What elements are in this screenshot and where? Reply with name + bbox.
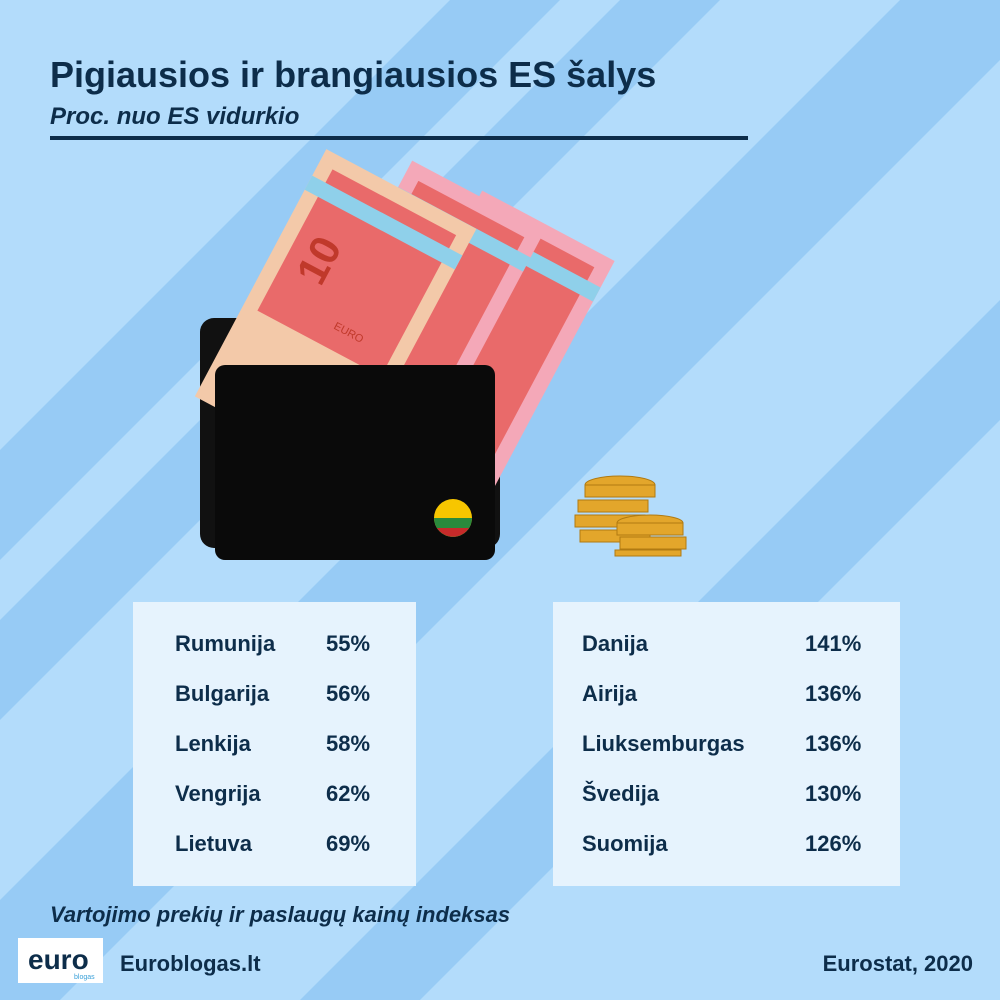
logo-box bbox=[18, 938, 103, 983]
price-index: 130% bbox=[805, 781, 861, 806]
subtitle: Proc. nuo ES vidurkio bbox=[50, 103, 299, 130]
wallet-illustration: 10 EURO bbox=[194, 149, 687, 560]
country: Bulgarija bbox=[175, 681, 270, 706]
price-index: 69% bbox=[326, 831, 370, 856]
table-panel bbox=[553, 602, 900, 886]
logo-sub: blogas bbox=[74, 974, 95, 981]
price-index: 56% bbox=[326, 681, 370, 706]
price-index: 62% bbox=[326, 781, 370, 806]
country: Airija bbox=[582, 681, 638, 706]
country: Lenkija bbox=[175, 731, 252, 756]
table-panel bbox=[133, 602, 416, 886]
country: Danija bbox=[582, 631, 649, 656]
footnote: Vartojimo prekių ir paslaugų kainų indek… bbox=[50, 902, 510, 927]
country: Švedija bbox=[582, 781, 660, 806]
price-index: 141% bbox=[805, 631, 861, 656]
price-index: 126% bbox=[805, 831, 861, 856]
price-index: 55% bbox=[326, 631, 370, 656]
price-index: 136% bbox=[805, 681, 861, 706]
title-rule bbox=[50, 136, 748, 140]
price-index: 58% bbox=[326, 731, 370, 756]
country: Vengrija bbox=[175, 781, 261, 806]
country: Rumunija bbox=[175, 631, 276, 656]
country: Liuksemburgas bbox=[582, 731, 745, 756]
logo: euro bbox=[28, 944, 89, 975]
country: Suomija bbox=[582, 831, 668, 856]
site[interactable]: Euroblogas.lt bbox=[120, 951, 261, 976]
country: Lietuva bbox=[175, 831, 253, 856]
price-index: 136% bbox=[805, 731, 861, 756]
source: Eurostat, 2020 bbox=[823, 951, 973, 976]
title: Pigiausios ir brangiausios ES šalys bbox=[50, 54, 656, 95]
